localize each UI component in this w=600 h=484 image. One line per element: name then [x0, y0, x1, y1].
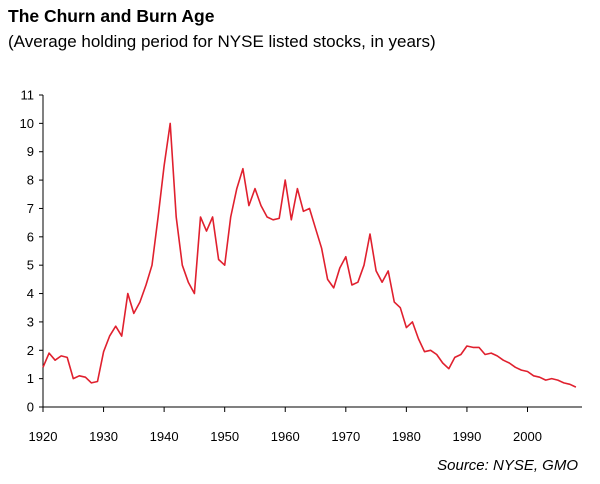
y-tick-label: 1 — [27, 371, 34, 386]
y-tick-label: 6 — [27, 229, 34, 244]
x-tick-label: 1970 — [331, 429, 360, 444]
y-tick-label: 0 — [27, 400, 34, 415]
y-tick-label: 11 — [21, 88, 35, 103]
y-tick-label: 8 — [27, 173, 34, 188]
x-tick-label: 1960 — [271, 429, 300, 444]
x-tick-label: 1920 — [29, 429, 58, 444]
x-tick-label: 1950 — [210, 429, 239, 444]
chart-axes — [42, 95, 582, 408]
holding-period-line — [42, 122, 577, 388]
chart-title: The Churn and Burn Age — [8, 6, 215, 26]
y-tick-label: 9 — [27, 144, 34, 159]
source-note: Source: NYSE, GMO — [437, 457, 578, 474]
chart-series — [42, 122, 577, 388]
x-tick-label: 1990 — [452, 429, 481, 444]
y-tick-label: 4 — [27, 286, 34, 301]
y-tick-label: 10 — [20, 116, 34, 131]
chart-ticks: 0 1 2 3 4 5 6 7 8 9 10 11 1920 1930 1940 1950 1960 1970 19… — [20, 88, 542, 445]
x-tick-label: 2000 — [513, 429, 542, 444]
x-tick-label: 1930 — [89, 429, 118, 444]
x-tick-label: 1940 — [150, 429, 179, 444]
y-tick-label: 2 — [27, 343, 34, 358]
y-tick-label: 7 — [27, 201, 34, 216]
chart-subtitle: (Average holding period for NYSE listed … — [8, 32, 436, 51]
y-tick-label: 5 — [27, 258, 34, 273]
y-tick-label: 3 — [27, 314, 34, 329]
x-tick-label: 1980 — [392, 429, 421, 444]
